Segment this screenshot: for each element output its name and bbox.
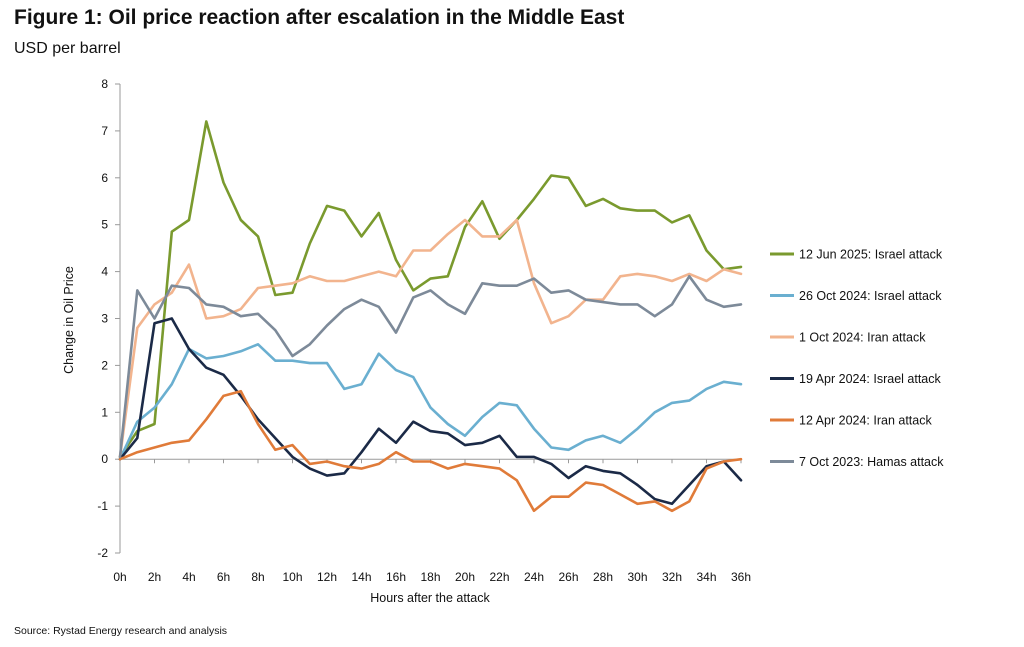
series-line-1	[118, 120, 743, 459]
legend: 12 Jun 2025: Israel attack 26 Oct 2024: I…	[770, 248, 944, 469]
x-axis: 0h 2h 4h 6h 8h 10h 12h 14h 16h 18h 20h 22h 24h 26h 28h…	[113, 458, 751, 584]
legend-label: 7 Oct 2023: Hamas attack	[799, 455, 944, 469]
x-tick-label: 20h	[455, 570, 475, 584]
x-tick-label: 16h	[386, 570, 406, 584]
x-tick-label: 6h	[217, 570, 230, 584]
x-tick-label: 14h	[351, 570, 371, 584]
x-tick-label: 36h	[731, 570, 751, 584]
x-tick-label: 8h	[251, 570, 264, 584]
series-line-5	[118, 389, 743, 513]
legend-label: 12 Apr 2024: Iran attack	[799, 414, 932, 428]
legend-label: 1 Oct 2024: Iran attack	[799, 331, 926, 345]
x-tick-label: 2h	[148, 570, 161, 584]
chart-title: Figure 1: Oil price reaction after escal…	[14, 6, 625, 29]
x-tick-label: 24h	[524, 570, 544, 584]
legend-label: 26 Oct 2024: Israel attack	[799, 289, 942, 303]
x-tick-label: 26h	[558, 570, 578, 584]
legend-label: 19 Apr 2024: Israel attack	[799, 372, 942, 386]
y-tick-label: 0	[101, 452, 108, 466]
x-tick-label: 30h	[627, 570, 647, 584]
y-tick-label: 1	[101, 405, 108, 419]
y-tick-label: 8	[101, 77, 108, 91]
series-lines	[118, 120, 743, 513]
chart-subtitle: USD per barrel	[14, 40, 121, 57]
x-tick-label: 12h	[317, 570, 337, 584]
y-tick-label: 5	[101, 218, 108, 232]
series-line-4	[118, 317, 743, 506]
series-line-3	[118, 218, 743, 459]
y-axis: -2 -1 0 1 2 3 4 5 6 7 8	[97, 77, 121, 560]
x-tick-label: 28h	[593, 570, 613, 584]
y-tick-label: 2	[101, 358, 108, 372]
x-tick-label: 10h	[282, 570, 302, 584]
line-chart: -2 -1 0 1 2 3 4 5 6 7 8 0h 2h 4h 6h 8h 10h 12h 14h 16h 18h 2…	[62, 77, 944, 605]
y-axis-title: Change in Oil Price	[62, 266, 76, 374]
source-note: Source: Rystad Energy research and analy…	[14, 625, 228, 637]
x-tick-label: 22h	[489, 570, 509, 584]
y-tick-label: 4	[101, 265, 108, 279]
y-tick-label: -1	[97, 499, 108, 513]
x-tick-label: 4h	[182, 570, 195, 584]
legend-label: 12 Jun 2025: Israel attack	[799, 248, 943, 262]
x-tick-label: 32h	[662, 570, 682, 584]
y-tick-label: -2	[97, 546, 108, 560]
x-tick-label: 34h	[696, 570, 716, 584]
series-line-2	[118, 342, 743, 461]
y-tick-label: 7	[101, 124, 108, 138]
y-tick-label: 3	[101, 312, 108, 326]
series-line-6	[118, 274, 743, 459]
x-tick-label: 0h	[113, 570, 126, 584]
y-tick-label: 6	[101, 171, 108, 185]
x-axis-title: Hours after the attack	[370, 591, 490, 605]
x-tick-label: 18h	[420, 570, 440, 584]
